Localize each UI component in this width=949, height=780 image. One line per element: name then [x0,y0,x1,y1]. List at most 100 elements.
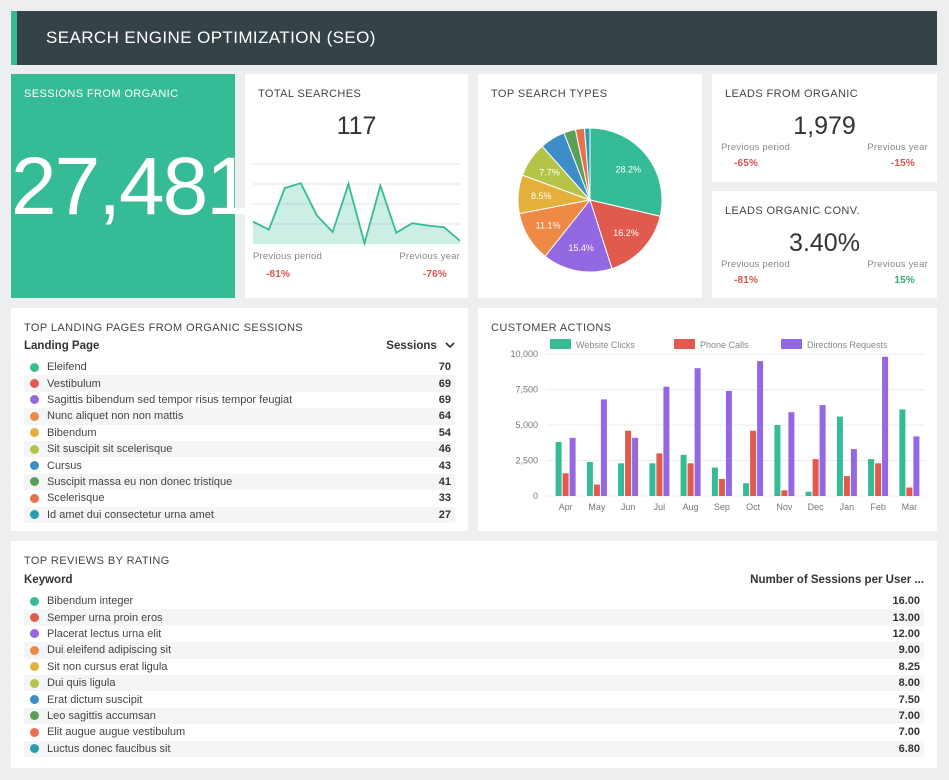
bar[interactable] [819,405,826,496]
bar[interactable] [663,386,670,496]
bar[interactable] [725,390,732,496]
pie-slice[interactable] [583,127,591,201]
row-value: 27 [438,508,451,521]
bar[interactable] [899,409,906,496]
bar[interactable] [743,483,750,496]
row-value: 69 [438,377,451,390]
bar[interactable] [788,412,795,496]
table-row[interactable]: Dui quis ligula 8.00 [24,674,924,692]
bar[interactable] [555,442,562,496]
pie-slice[interactable] [589,199,661,270]
table-row[interactable]: Sit non cursus erat ligula 8.25 [24,659,924,675]
bar[interactable] [750,430,757,496]
row-label: Cursus [47,459,82,472]
row-value: 9.00 [898,644,920,657]
bar[interactable] [600,399,607,496]
table-row[interactable]: Bibendum 54 [24,425,455,441]
leads-value: 1,979 [793,112,856,140]
table-row[interactable]: Luctus donec faucibus sit 6.80 [24,740,924,757]
legend-swatch [781,339,802,349]
bar[interactable] [649,463,656,496]
bar[interactable] [843,476,850,496]
column-header-sessions-per-user[interactable]: Number of Sessions per User ... [750,574,924,586]
bar[interactable] [850,449,857,496]
row-label: Vestibulum [47,377,101,390]
bar[interactable] [718,479,725,496]
bar[interactable] [757,361,764,496]
x-tick-label: Nov [776,502,793,512]
bar[interactable] [781,490,788,496]
bar[interactable] [774,425,781,496]
bar[interactable] [569,437,576,496]
bar[interactable] [593,484,600,496]
table-row[interactable]: Semper urna proin eros 13.00 [24,609,924,626]
legend-dot-icon [30,711,39,721]
bar[interactable] [680,454,687,496]
column-header-landing-page[interactable]: Landing Page [24,340,100,352]
table-row[interactable]: Placerat lectus urna elit 12.00 [24,626,924,642]
bar[interactable] [656,453,663,496]
landing-pages-list: Eleifend 70 Vestibulum 69 Sagittis bibendum … [24,359,455,523]
sessions-from-organic-card: SESSIONS FROM ORGANIC 27,481 [11,74,252,298]
legend-swatch [674,339,695,349]
bar[interactable] [562,473,569,496]
leads-organic-conv-card: LEADS ORGANIC CONV. 3.40% Previous perio… [712,191,937,298]
legend-dot-icon [30,678,39,688]
legend-label[interactable]: Directions Requests [807,340,888,350]
table-row[interactable]: Vestibulum 69 [24,375,455,392]
table-row[interactable]: Cursus 43 [24,457,455,473]
bar[interactable] [586,461,593,496]
table-row[interactable]: Leo sagittis accumsan 7.00 [24,707,924,725]
pie-slice[interactable] [589,127,663,217]
card-title: SESSIONS FROM ORGANIC [24,88,179,100]
column-header-sessions[interactable]: Sessions [386,340,455,352]
previous-year: Previous year 15% [867,259,928,286]
bar[interactable] [812,459,819,496]
bar[interactable] [882,356,889,496]
row-value: 64 [438,410,451,423]
legend-dot-icon [30,477,39,487]
table-row[interactable]: Id amet dui consectetur urna amet 27 [24,506,455,523]
previous-year-value: -15% [890,158,915,169]
bar[interactable] [694,368,701,496]
table-row[interactable]: Elit augue augue vestibulum 7.00 [24,724,924,740]
bar[interactable] [868,459,875,496]
y-tick-label: 0 [533,491,538,501]
bar[interactable] [836,416,843,497]
bar[interactable] [632,437,639,496]
table-row[interactable]: Suscipit massa eu non donec tristique 41 [24,473,455,491]
legend-label[interactable]: Phone Calls [700,340,749,350]
row-label: Eleifend [47,361,87,374]
bar[interactable] [875,463,882,496]
legend-dot-icon [30,662,39,672]
bar[interactable] [711,467,718,496]
bar[interactable] [805,491,812,496]
table-row[interactable]: Dui eleifend adipiscing sit 9.00 [24,642,924,659]
row-label: Bibendum integer [47,595,134,608]
row-value: 6.80 [898,742,920,755]
table-row[interactable]: Sit suscipit sit scelerisque 46 [24,440,455,458]
pie-slice[interactable] [544,198,613,273]
table-row[interactable]: Nunc aliquet non non mattis 64 [24,408,455,425]
row-value: 69 [438,393,451,406]
row-value: 8.25 [898,660,920,673]
bar[interactable] [687,463,694,496]
column-header-keyword[interactable]: Keyword [24,574,73,586]
table-row[interactable]: Bibendum integer 16.00 [24,593,924,609]
legend-dot-icon [30,395,39,405]
row-value: 54 [438,426,451,439]
table-row[interactable]: Eleifend 70 [24,359,455,375]
table-row[interactable]: Scelerisque 33 [24,490,455,506]
x-tick-label: Feb [870,502,886,512]
bar[interactable] [913,436,920,496]
table-row[interactable]: Sagittis bibendum sed tempor risus tempo… [24,392,455,408]
card-title: TOTAL SEARCHES [258,88,362,100]
row-value: 12.00 [892,627,920,640]
bar[interactable] [618,463,625,496]
row-label: Sit suscipit sit scelerisque [47,443,173,456]
bar[interactable] [906,487,913,497]
legend-label[interactable]: Website Clicks [576,340,635,350]
bar[interactable] [625,430,632,496]
table-row[interactable]: Erat dictum suscipit 7.50 [24,691,924,707]
pie-slice-label: 16.2% [613,228,639,238]
